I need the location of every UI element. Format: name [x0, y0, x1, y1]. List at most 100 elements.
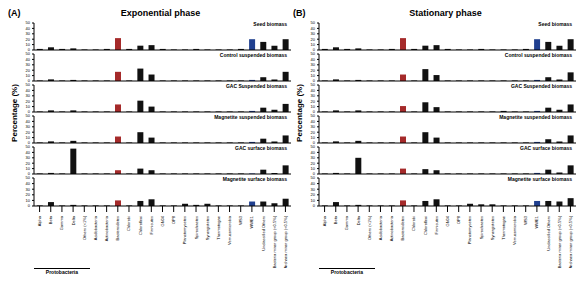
svg-text:Bacteria minor group (<0.5%): Bacteria minor group (<0.5%): [557, 215, 562, 268]
svg-text:Firmicutes: Firmicutes: [434, 216, 439, 234]
svg-text:10: 10: [311, 135, 316, 140]
svg-text:40: 40: [311, 88, 316, 93]
svg-text:Chloroflexi: Chloroflexi: [423, 216, 428, 235]
svg-text:WS3: WS3: [238, 215, 243, 224]
svg-text:50: 50: [26, 175, 31, 180]
svg-text:GN04: GN04: [160, 215, 165, 226]
svg-text:40: 40: [311, 26, 316, 31]
svg-text:Acidobacteria: Acidobacteria: [93, 215, 98, 240]
svg-text:Alpha: Alpha: [322, 215, 327, 226]
svg-text:20: 20: [26, 130, 31, 135]
svg-text:WS3: WS3: [523, 215, 528, 224]
svg-text:Beta: Beta: [333, 215, 338, 224]
svg-text:10: 10: [26, 166, 31, 171]
svg-text:Bacteroidetes: Bacteroidetes: [115, 216, 120, 240]
svg-text:10: 10: [26, 135, 31, 140]
svg-text:20: 20: [26, 68, 31, 73]
svg-text:Acidobacteria: Acidobacteria: [378, 215, 383, 240]
svg-text:OP8: OP8: [171, 215, 176, 224]
svg-text:Archaea minor group (<0.5%): Archaea minor group (<0.5%): [568, 215, 573, 268]
svg-text:20: 20: [26, 192, 31, 197]
svg-text:10: 10: [311, 166, 316, 171]
svg-text:30: 30: [311, 187, 316, 192]
svg-text:50: 50: [311, 51, 316, 56]
svg-text:10: 10: [26, 198, 31, 203]
svg-text:20: 20: [311, 37, 316, 42]
svg-text:Chlorobi: Chlorobi: [126, 216, 131, 231]
svg-text:40: 40: [311, 119, 316, 124]
svg-text:40: 40: [26, 88, 31, 93]
svg-text:Actinobacteria: Actinobacteria: [104, 215, 109, 241]
svg-text:Spirochaetes: Spirochaetes: [194, 216, 199, 239]
svg-text:30: 30: [26, 93, 31, 98]
svg-text:30: 30: [311, 124, 316, 129]
svg-text:Gamma: Gamma: [59, 215, 64, 230]
svg-text:30: 30: [26, 187, 31, 192]
svg-text:Bacteria minor group (<0.5%): Bacteria minor group (<0.5%): [272, 215, 277, 268]
svg-text:Others (<1%): Others (<1%): [82, 215, 87, 240]
svg-text:20: 20: [311, 161, 316, 166]
svg-text:Synergistetes: Synergistetes: [205, 216, 210, 240]
svg-text:Unclassified Others: Unclassified Others: [546, 216, 551, 251]
svg-text:50: 50: [311, 20, 316, 25]
svg-text:10: 10: [311, 198, 316, 203]
svg-text:40: 40: [26, 181, 31, 186]
svg-text:40: 40: [311, 181, 316, 186]
svg-text:20: 20: [311, 192, 316, 197]
svg-text:Gamma: Gamma: [344, 215, 349, 230]
svg-text:50: 50: [26, 20, 31, 25]
svg-text:10: 10: [26, 42, 31, 47]
svg-text:Others (<1%): Others (<1%): [367, 215, 372, 240]
svg-text:Verrucomicrobia: Verrucomicrobia: [227, 215, 232, 245]
svg-text:Delta: Delta: [356, 215, 361, 225]
svg-text:30: 30: [311, 155, 316, 160]
svg-text:Chloroflexi: Chloroflexi: [138, 216, 143, 235]
svg-text:30: 30: [311, 93, 316, 98]
svg-text:Beta: Beta: [48, 215, 53, 224]
svg-text:30: 30: [311, 62, 316, 67]
svg-text:WWE1: WWE1: [249, 215, 254, 228]
svg-text:20: 20: [311, 130, 316, 135]
svg-text:0: 0: [28, 203, 31, 208]
svg-text:Archaea minor group (<0.5%): Archaea minor group (<0.5%): [283, 215, 288, 268]
svg-text:Firmicutes: Firmicutes: [149, 216, 154, 234]
svg-text:40: 40: [26, 119, 31, 124]
svg-text:Verrucomicrobia: Verrucomicrobia: [512, 215, 517, 245]
svg-text:50: 50: [311, 175, 316, 180]
svg-text:10: 10: [311, 104, 316, 109]
svg-text:40: 40: [311, 150, 316, 155]
svg-text:50: 50: [26, 82, 31, 87]
svg-text:50: 50: [26, 113, 31, 118]
svg-text:WWE1: WWE1: [534, 215, 539, 228]
svg-text:Planctomycetes: Planctomycetes: [182, 216, 187, 244]
svg-text:Chlorobi: Chlorobi: [411, 216, 416, 231]
svg-text:40: 40: [311, 57, 316, 62]
svg-text:Spirochaetes: Spirochaetes: [479, 216, 484, 239]
svg-text:10: 10: [311, 73, 316, 78]
svg-text:OP8: OP8: [456, 215, 461, 224]
svg-text:50: 50: [311, 82, 316, 87]
svg-text:20: 20: [26, 37, 31, 42]
svg-text:50: 50: [26, 51, 31, 56]
svg-text:Thermotogae: Thermotogae: [501, 215, 506, 240]
svg-text:40: 40: [26, 150, 31, 155]
svg-text:20: 20: [311, 68, 316, 73]
svg-text:GN04: GN04: [445, 215, 450, 226]
svg-text:Alpha: Alpha: [37, 215, 42, 226]
svg-text:50: 50: [311, 113, 316, 118]
svg-text:50: 50: [26, 144, 31, 149]
svg-text:30: 30: [26, 62, 31, 67]
svg-text:Synergistetes: Synergistetes: [490, 216, 495, 240]
svg-text:Thermotogae: Thermotogae: [216, 215, 221, 240]
svg-text:Delta: Delta: [71, 215, 76, 225]
svg-text:30: 30: [26, 31, 31, 36]
svg-text:30: 30: [26, 155, 31, 160]
svg-text:40: 40: [26, 57, 31, 62]
svg-text:10: 10: [311, 42, 316, 47]
svg-text:30: 30: [311, 31, 316, 36]
svg-text:20: 20: [26, 99, 31, 104]
svg-text:Planctomycetes: Planctomycetes: [467, 216, 472, 244]
svg-text:Bacteroidetes: Bacteroidetes: [400, 216, 405, 240]
svg-text:30: 30: [26, 124, 31, 129]
svg-text:Actinobacteria: Actinobacteria: [389, 215, 394, 241]
